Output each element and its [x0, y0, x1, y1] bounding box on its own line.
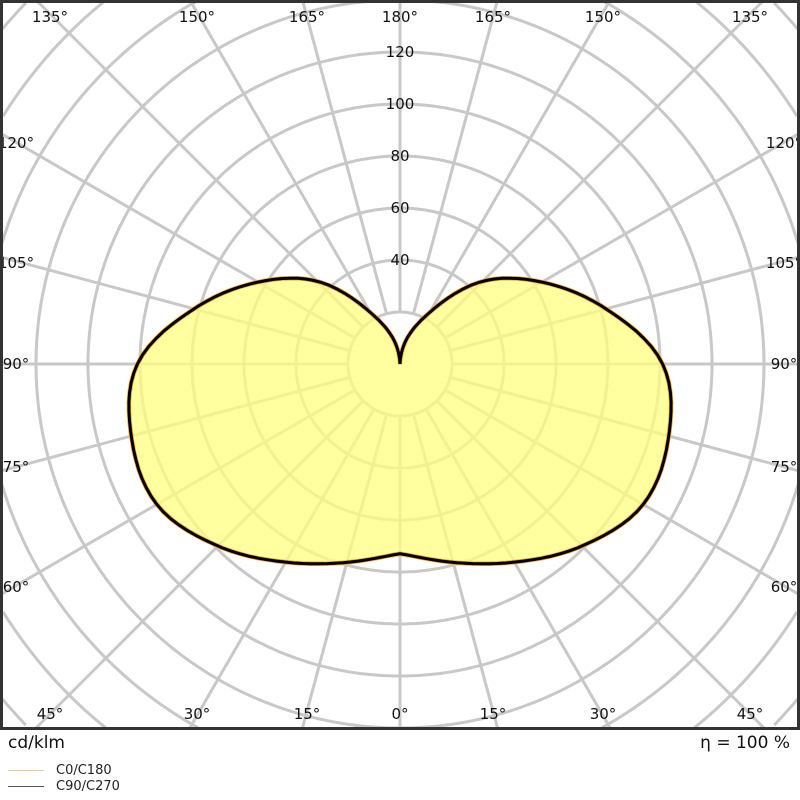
curves	[126, 275, 674, 567]
angle-label: 45°	[37, 705, 64, 723]
efficiency-label: η = 100 %	[700, 733, 790, 753]
plot-frame	[0, 0, 800, 730]
angle-label: 90°	[3, 355, 30, 373]
angle-label: 180°	[382, 8, 418, 26]
angle-label: 90°	[771, 355, 798, 373]
angle-labels: 135° 150° 165° 180° 165° 150° 135° 45° 30° 15° 0° 1…	[0, 8, 800, 723]
radial-tick-label: 60	[390, 199, 409, 217]
radial-tick-label: 120	[386, 43, 415, 61]
grid-spoke	[34, 0, 365, 329]
radial-tick-label: 100	[386, 95, 415, 113]
grid-circle	[0, 1, 800, 727]
radial-tick-label: 40	[390, 251, 409, 269]
grid-spoke	[188, 0, 376, 320]
angle-label: 0°	[391, 705, 408, 723]
angle-label: 75°	[771, 458, 798, 476]
intensity-fill	[128, 278, 672, 564]
grid-spoke	[424, 0, 612, 320]
angle-label: 165°	[289, 8, 325, 26]
legend-item-c90-c270: C90/C270	[8, 778, 120, 794]
angle-label: 30°	[184, 705, 211, 723]
radial-tick-label: 80	[390, 147, 409, 165]
grid-circle	[1, 0, 799, 729]
angle-label: 135°	[32, 8, 68, 26]
angle-label: 60°	[771, 578, 798, 596]
angle-label: 120°	[766, 134, 800, 152]
angle-label: 120°	[0, 134, 34, 152]
angle-label: 105°	[0, 254, 34, 272]
angle-label: 30°	[590, 705, 617, 723]
grid-spoke	[412, 0, 499, 315]
angle-label: 45°	[737, 705, 764, 723]
curve-c90-c270	[127, 276, 673, 566]
angle-label: 150°	[585, 8, 621, 26]
grid-spoke	[301, 0, 388, 315]
angle-label: 15°	[294, 705, 321, 723]
legend-label: C0/C180	[56, 762, 112, 778]
legend: C0/C180 C90/C270	[8, 762, 120, 794]
angle-label: 105°	[766, 254, 800, 272]
angle-label: 75°	[3, 458, 30, 476]
legend-swatch-black	[8, 785, 44, 787]
legend-label: C90/C270	[56, 778, 120, 794]
angle-label: 15°	[480, 705, 507, 723]
angle-label: 165°	[475, 8, 511, 26]
radial-tick-labels: 40 60 80 100 120	[386, 43, 415, 269]
legend-swatch-orange	[8, 769, 44, 771]
angle-label: 135°	[732, 8, 768, 26]
angle-label: 60°	[3, 578, 30, 596]
grid-circle	[0, 0, 800, 730]
grid-spoke	[435, 0, 766, 329]
legend-item-c0-c180: C0/C180	[8, 762, 120, 778]
unit-label: cd/klm	[8, 733, 65, 753]
angle-label: 150°	[179, 8, 215, 26]
